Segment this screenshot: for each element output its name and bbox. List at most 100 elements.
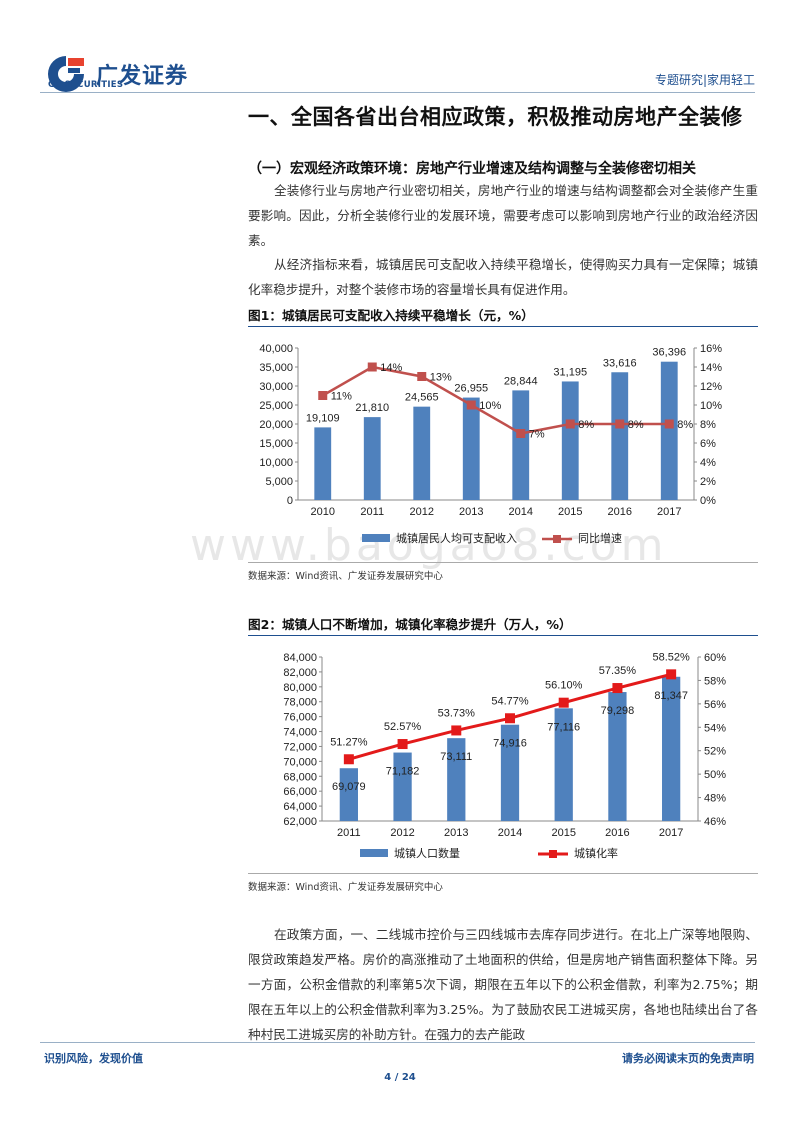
logo-subtitle: GF SECURITIES bbox=[48, 80, 124, 90]
legend-bar-swatch bbox=[360, 849, 388, 857]
figure-2-top-rule bbox=[248, 635, 758, 636]
y-tick-label: 62,000 bbox=[283, 816, 317, 828]
line-value-label: 58.52% bbox=[652, 651, 690, 663]
line-value-label: 7% bbox=[529, 429, 545, 441]
y-tick-label: 0 bbox=[287, 495, 293, 507]
y2-tick-label: 14% bbox=[700, 362, 722, 374]
x-tick-label: 2010 bbox=[311, 506, 335, 518]
x-tick-label: 2013 bbox=[459, 506, 483, 518]
legend-line-label: 城镇化率 bbox=[574, 846, 618, 860]
series-line bbox=[322, 365, 670, 435]
line-marker bbox=[615, 419, 625, 429]
y2-tick-label: 4% bbox=[700, 457, 716, 469]
page-number: 4 / 24 bbox=[384, 1072, 416, 1083]
y-tick-label: 70,000 bbox=[283, 756, 317, 768]
y-tick-label: 40,000 bbox=[259, 343, 293, 355]
x-tick-label: 2016 bbox=[605, 827, 629, 839]
subsection-title: （一）宏观经济政策环境：房地产行业增速及结构调整与全装修密切相关 bbox=[248, 161, 696, 177]
figure-2-source: 数据来源：Wind资讯、广发证券发展研究中心 bbox=[248, 882, 443, 893]
line-value-label: 11% bbox=[331, 391, 352, 403]
report-category: 专题研究|家用轻工 bbox=[654, 73, 755, 87]
legend-bar-label: 城镇居民人均可支配收入 bbox=[396, 531, 517, 545]
y2-tick-label: 12% bbox=[700, 381, 722, 393]
x-tick-label: 2013 bbox=[444, 827, 468, 839]
legend-bar-label: 城镇人口数量 bbox=[394, 846, 460, 860]
bar bbox=[512, 390, 530, 500]
x-tick-label: 2011 bbox=[360, 506, 384, 518]
figure-1-top-rule bbox=[248, 326, 758, 327]
bar-value-label: 79,298 bbox=[601, 705, 635, 717]
y2-tick-label: 8% bbox=[700, 419, 716, 431]
bar bbox=[608, 692, 627, 821]
bar-value-label: 28,844 bbox=[504, 375, 538, 387]
y2-tick-label: 58% bbox=[704, 675, 726, 687]
bar-value-label: 71,182 bbox=[386, 766, 420, 778]
line-value-label: 8% bbox=[628, 419, 644, 431]
x-tick-label: 2017 bbox=[659, 827, 683, 839]
bar-value-label: 19,109 bbox=[306, 412, 340, 424]
bar bbox=[554, 708, 573, 821]
bar-value-label: 81,347 bbox=[654, 690, 688, 702]
figure-1-title: 图1：城镇居民可支配收入持续平稳增长（元，%） bbox=[248, 308, 534, 323]
paragraph-1: 全装修行业与房地产行业密切相关，房地产行业的增速与结构调整都会对全装修产生重要影… bbox=[248, 183, 758, 248]
x-tick-label: 2014 bbox=[509, 506, 533, 518]
line-marker bbox=[565, 419, 575, 429]
line-value-label: 57.35% bbox=[599, 665, 637, 677]
x-tick-label: 2016 bbox=[608, 506, 632, 518]
y2-tick-label: 10% bbox=[700, 400, 722, 412]
section-title: 一、全国各省出台相应政策，积极推动房地产全装修 bbox=[248, 105, 743, 129]
y-tick-label: 35,000 bbox=[259, 362, 293, 374]
bar-value-label: 26,955 bbox=[454, 383, 488, 395]
legend-bar-swatch bbox=[362, 534, 390, 542]
bar bbox=[363, 417, 381, 500]
bar-value-label: 77,116 bbox=[547, 721, 580, 733]
bar bbox=[500, 724, 520, 821]
line-marker bbox=[666, 669, 677, 680]
y-tick-label: 10,000 bbox=[259, 457, 293, 469]
figure-2-title: 图2：城镇人口不断增加，城镇化率稳步提升（万人，%） bbox=[248, 617, 572, 632]
line-marker bbox=[367, 362, 377, 372]
y-tick-label: 30,000 bbox=[259, 381, 293, 393]
bar bbox=[314, 427, 332, 500]
figure-2-chart: 62,000 64,000 66,000 68,000 70,000 72,000 74,0… bbox=[283, 651, 726, 860]
x-tick-label: 2011 bbox=[337, 827, 361, 839]
y2-tick-label: 2% bbox=[700, 476, 716, 488]
y2-tick-label: 52% bbox=[704, 746, 726, 758]
paragraph-2: 从经济指标来看，城镇居民可支配收入持续平稳增长，使得购买力具有一定保障；城镇化率… bbox=[248, 257, 758, 297]
y-tick-label: 80,000 bbox=[283, 682, 317, 694]
line-marker bbox=[417, 372, 427, 381]
bar-value-label: 69,079 bbox=[332, 781, 366, 793]
x-tick-label: 2012 bbox=[390, 827, 414, 839]
y2-tick-label: 6% bbox=[700, 438, 716, 450]
figure-1-bottom-rule bbox=[248, 562, 758, 563]
line-value-label: 56.10% bbox=[545, 680, 583, 692]
bar bbox=[462, 397, 480, 500]
line-value-label: 8% bbox=[677, 419, 693, 431]
line-value-label: 51.27% bbox=[330, 736, 368, 748]
logo-text: 广发证券 bbox=[96, 64, 189, 89]
line-value-label: 10% bbox=[479, 400, 501, 412]
line-marker bbox=[318, 391, 328, 400]
bar bbox=[561, 381, 579, 500]
footer-slogan: 识别风险，发现价值 bbox=[44, 1052, 143, 1065]
bar bbox=[393, 752, 412, 821]
line-marker bbox=[451, 725, 462, 736]
figure-2-bottom-rule bbox=[248, 873, 758, 874]
y2-tick-label: 50% bbox=[704, 769, 726, 781]
legend-line-marker bbox=[553, 535, 561, 543]
y2-tick-label: 54% bbox=[704, 722, 726, 734]
bar-value-label: 33,616 bbox=[603, 357, 637, 369]
y-tick-label: 84,000 bbox=[283, 652, 317, 664]
bar bbox=[662, 676, 681, 821]
y-tick-label: 25,000 bbox=[259, 400, 293, 412]
line-marker bbox=[343, 754, 354, 765]
x-tick-label: 2015 bbox=[551, 827, 575, 839]
y-tick-label: 5,000 bbox=[265, 476, 293, 488]
bar-value-label: 31,195 bbox=[553, 366, 587, 378]
y-tick-label: 20,000 bbox=[259, 419, 293, 431]
legend-line-label: 同比增速 bbox=[578, 531, 622, 545]
y2-tick-label: 60% bbox=[704, 652, 726, 664]
bar bbox=[339, 768, 358, 821]
line-value-label: 8% bbox=[578, 419, 594, 431]
y-tick-label: 68,000 bbox=[283, 771, 317, 783]
